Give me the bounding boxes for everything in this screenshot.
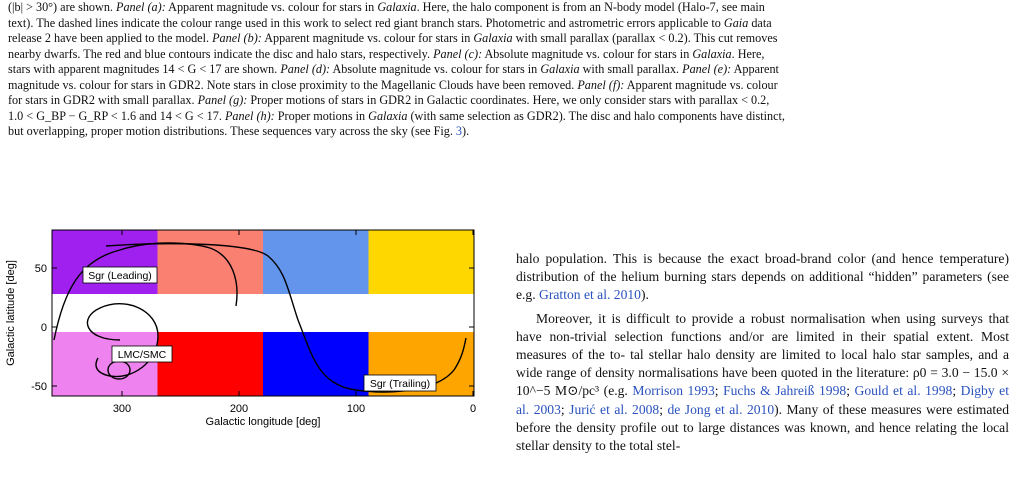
region-north-3 xyxy=(263,230,369,294)
sgr-trailing-label-box xyxy=(363,374,437,392)
citation-link[interactable]: Morrison xyxy=(632,383,683,399)
sgr-trailing-label: Sgr (Trailing) xyxy=(370,378,430,390)
caption-line-8: 1.0 < G_BP − G_RP < 1.6 and 14 < G < 17.… xyxy=(8,108,785,123)
xtick-label: 200 xyxy=(230,403,248,415)
citation-link[interactable]: Digby et al. 2003 xyxy=(516,383,1009,417)
y-ticks xyxy=(52,267,474,387)
lmc-smc-label-box xyxy=(111,345,173,363)
sgr-leading-label-box xyxy=(82,266,158,284)
paragraph-1: halo population. This is because the exa… xyxy=(516,251,1010,303)
xtick-label: 0 xyxy=(470,403,476,415)
xtick-label: 100 xyxy=(347,403,365,415)
lmc-smc-orbit xyxy=(86,303,159,378)
sky-map-svg: 300 200 100 0 50 0 -50 Galactic longitud… xyxy=(5,229,476,428)
caption-line-5: stars with apparent magnitudes 14 < G < … xyxy=(8,62,779,76)
y-axis-label: Galactic latitude [deg] xyxy=(5,260,17,366)
caption-line-9: but overlapping, proper motion distribut… xyxy=(8,124,470,138)
citation-link[interactable]: Fuchs & Jahreiß 1998 xyxy=(723,383,847,399)
ytick-label: 0 xyxy=(41,322,47,334)
xtick-label: 300 xyxy=(113,403,131,415)
x-axis-label: Galactic longitude [deg] xyxy=(206,416,321,428)
region-north-1 xyxy=(52,230,158,294)
citation-link[interactable]: Gratton et al. 2010 xyxy=(539,287,641,303)
citation-link[interactable]: de Jong et al. 2010 xyxy=(667,401,775,417)
sky-map-figure: 300 200 100 0 50 0 -50 Galactic longitud… xyxy=(0,220,490,503)
plot-frame xyxy=(51,229,475,397)
sgr-leading-label: Sgr (Leading) xyxy=(88,270,152,282)
x-ticks xyxy=(121,230,474,396)
region-south-3 xyxy=(263,332,369,396)
caption-line-1: (|b| > 30°) are shown. Panel (a): Appare… xyxy=(8,0,765,14)
ytick-label: 50 xyxy=(35,263,47,275)
citation-link[interactable]: Gould et al. 1998 xyxy=(854,383,953,399)
caption-line-7: for stars in GDR2 with small parallax. P… xyxy=(8,93,770,107)
caption-line-3: release 2 have been applied to the model… xyxy=(8,31,778,45)
paragraph-2: Moreover, it is difficult to provide a r… xyxy=(516,310,1010,454)
caption-line-6: magnitude vs. colour for stars in GDR2. … xyxy=(8,77,778,92)
citation-link[interactable]: 1993 xyxy=(687,383,715,399)
lmc-smc-label: LMC/SMC xyxy=(118,349,167,361)
caption-line-2: text). The dashed lines indicate the col… xyxy=(8,15,772,30)
ytick-label: -50 xyxy=(31,381,47,393)
figure-link[interactable]: 3 xyxy=(455,124,463,138)
caption-line-4: nearby dwarfs. The red and blue contours… xyxy=(8,46,765,61)
region-north-4 xyxy=(368,230,474,294)
body-text: halo population. This is because the exa… xyxy=(516,250,1009,455)
region-south-1 xyxy=(52,332,158,396)
sgr-main-curve xyxy=(105,243,467,393)
figure-caption: (|b| > 30°) are shown. Panel (a): Appare… xyxy=(8,0,1010,140)
region-north-2 xyxy=(157,230,263,294)
citation-link[interactable]: Jurić et al. 2008 xyxy=(569,401,660,417)
region-south-2 xyxy=(157,332,263,396)
